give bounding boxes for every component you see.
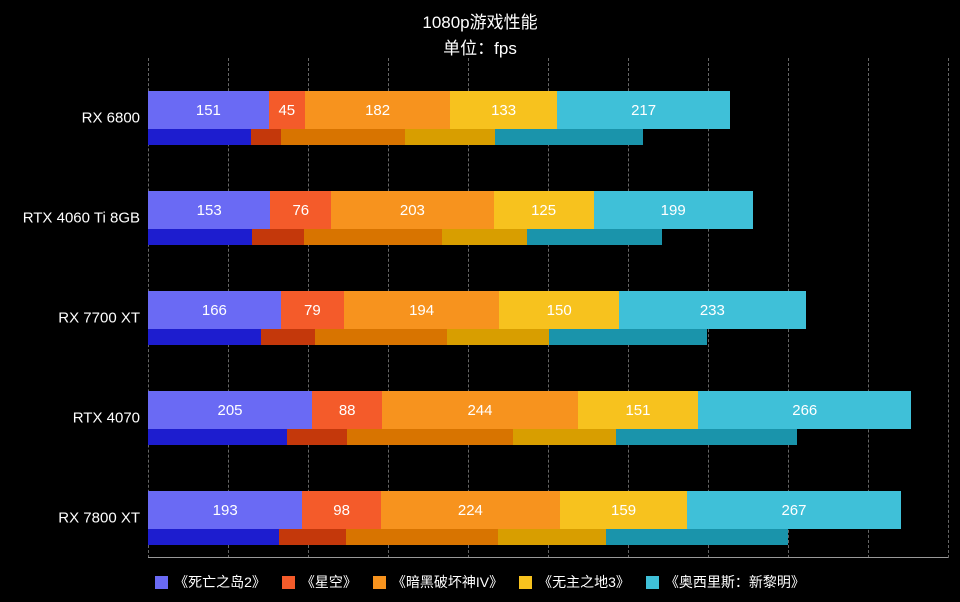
- bar-segment: 76: [270, 191, 331, 229]
- legend-item: 《无主之地3》: [519, 572, 630, 592]
- legend: 《死亡之岛2》 《星空》 《暗黑破坏神IV》 《无主之地3》 《奥西里斯：新黎明》: [0, 572, 960, 592]
- bar-row: RTX 4060 Ti 8GB15376203125199: [148, 178, 948, 258]
- title-line-1: 1080p游戏性能: [0, 10, 960, 36]
- underbar-segment: [495, 129, 643, 145]
- bar-segment: 151: [578, 391, 699, 429]
- stacked-bar: 20588244151266: [148, 391, 911, 429]
- legend-label: 《死亡之岛2》: [174, 572, 266, 592]
- stacked-bar: 15376203125199: [148, 191, 753, 229]
- row-label: RTX 4070: [0, 410, 140, 427]
- bar-row: RX 7800 XT19398224159267: [148, 478, 948, 558]
- bar-segment: 244: [382, 391, 577, 429]
- chart-container: { "chart": { "type": "stacked-bar-horizo…: [0, 0, 960, 602]
- underbar-segment: [251, 129, 282, 145]
- bar-segment: 159: [560, 491, 687, 529]
- bar-segment: 194: [344, 291, 499, 329]
- underbar: [148, 429, 797, 445]
- underbar: [148, 229, 662, 245]
- stacked-bar: 16679194150233: [148, 291, 806, 329]
- bar-segment: 205: [148, 391, 312, 429]
- stacked-bar: 19398224159267: [148, 491, 901, 529]
- legend-swatch: [155, 576, 168, 589]
- legend-item: 《奥西里斯：新黎明》: [646, 572, 805, 592]
- underbar: [148, 329, 707, 345]
- underbar-segment: [346, 529, 498, 545]
- underbar-segment: [148, 529, 279, 545]
- underbar-segment: [281, 129, 405, 145]
- bar-segment: 267: [687, 491, 901, 529]
- legend-swatch: [282, 576, 295, 589]
- row-label: RTX 4060 Ti 8GB: [0, 210, 140, 227]
- underbar-segment: [287, 429, 347, 445]
- bar-segment: 151: [148, 91, 269, 129]
- bar-segment: 224: [381, 491, 560, 529]
- underbar-segment: [279, 529, 346, 545]
- underbar-segment: [347, 429, 513, 445]
- bar-segment: 217: [557, 91, 731, 129]
- row-label: RX 7800 XT: [0, 510, 140, 527]
- underbar-segment: [148, 329, 261, 345]
- underbar-segment: [148, 429, 287, 445]
- plot-area: RX 680015145182133217 RTX 4060 Ti 8GB1537…: [148, 58, 948, 558]
- underbar-segment: [315, 329, 447, 345]
- row-label: RX 6800: [0, 110, 140, 127]
- underbar: [148, 129, 643, 145]
- bar-segment: 98: [302, 491, 380, 529]
- underbar-segment: [549, 329, 707, 345]
- bar-segment: 199: [594, 191, 753, 229]
- underbar-segment: [616, 429, 797, 445]
- bottom-edge: [148, 557, 948, 558]
- underbar-segment: [498, 529, 606, 545]
- underbar-segment: [606, 529, 788, 545]
- legend-swatch: [646, 576, 659, 589]
- bar-row: RX 680015145182133217: [148, 78, 948, 158]
- underbar-segment: [527, 229, 662, 245]
- bar-segment: 266: [698, 391, 911, 429]
- underbar: [148, 529, 788, 545]
- underbar-segment: [148, 229, 252, 245]
- underbar-segment: [513, 429, 616, 445]
- bar-segment: 166: [148, 291, 281, 329]
- bar-segment: 203: [331, 191, 493, 229]
- underbar-segment: [405, 129, 495, 145]
- bar-segment: 88: [312, 391, 382, 429]
- bar-segment: 233: [619, 291, 805, 329]
- legend-item: 《暗黑破坏神IV》: [373, 572, 503, 592]
- legend-item: 《死亡之岛2》: [155, 572, 266, 592]
- underbar-segment: [252, 229, 304, 245]
- legend-label: 《无主之地3》: [538, 572, 630, 592]
- underbar-segment: [442, 229, 527, 245]
- legend-swatch: [373, 576, 386, 589]
- grid-line: [948, 58, 949, 558]
- row-label: RX 7700 XT: [0, 310, 140, 327]
- legend-label: 《暗黑破坏神IV》: [392, 572, 503, 592]
- bar-segment: 193: [148, 491, 302, 529]
- legend-label: 《奥西里斯：新黎明》: [665, 572, 805, 592]
- bar-segment: 182: [305, 91, 451, 129]
- bar-segment: 79: [281, 291, 344, 329]
- underbar-segment: [304, 229, 442, 245]
- underbar-segment: [148, 129, 251, 145]
- bar-segment: 125: [494, 191, 594, 229]
- legend-item: 《星空》: [282, 572, 357, 592]
- underbar-segment: [447, 329, 549, 345]
- bar-segment: 133: [450, 91, 556, 129]
- bar-segment: 150: [499, 291, 619, 329]
- bar-segment: 153: [148, 191, 270, 229]
- bar-segment: 45: [269, 91, 305, 129]
- legend-swatch: [519, 576, 532, 589]
- bar-row: RTX 407020588244151266: [148, 378, 948, 458]
- legend-label: 《星空》: [301, 572, 357, 592]
- chart-title: 1080p游戏性能 单位：fps: [0, 0, 960, 61]
- stacked-bar: 15145182133217: [148, 91, 730, 129]
- underbar-segment: [261, 329, 315, 345]
- bar-row: RX 7700 XT16679194150233: [148, 278, 948, 358]
